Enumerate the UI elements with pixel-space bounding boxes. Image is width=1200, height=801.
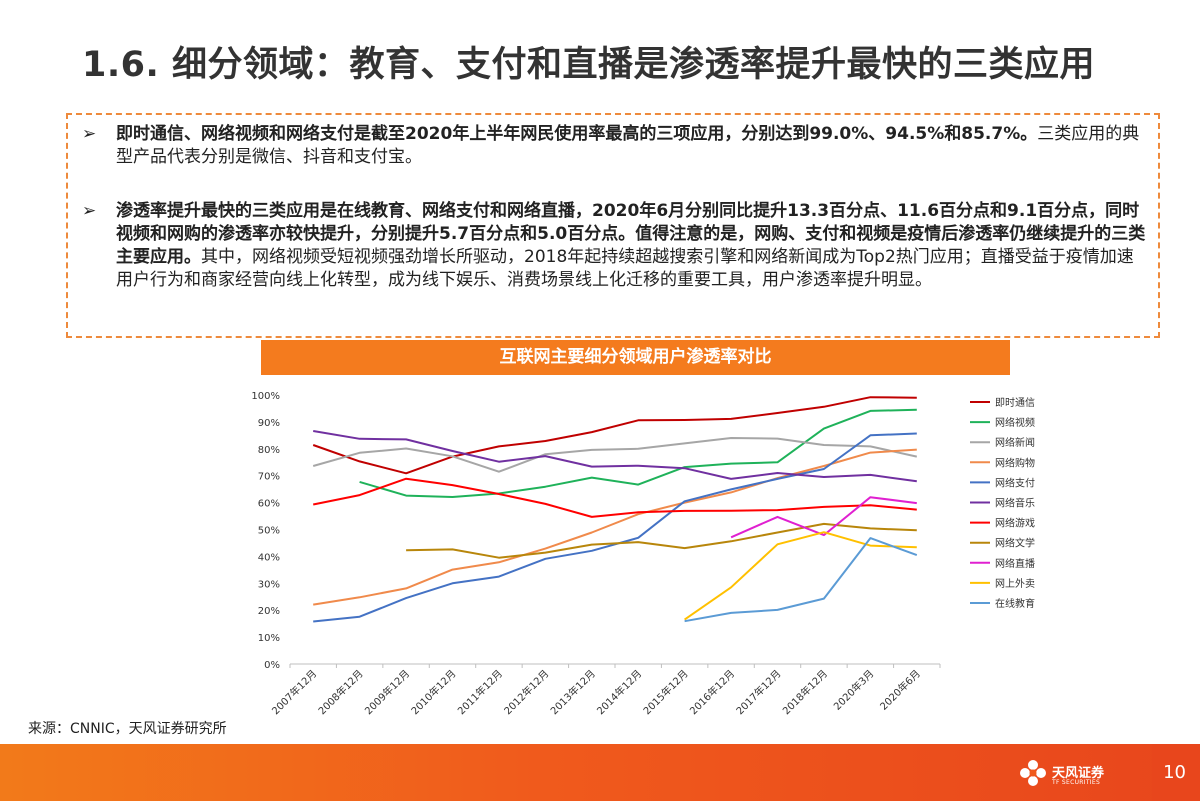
legend-label: 网络购物 [995,456,1035,469]
bullet-arrow-icon: ➢ [82,201,97,221]
y-tick-label: 30% [258,579,280,590]
series-line [406,522,917,559]
legend-label: 网络支付 [995,476,1035,489]
legend-label: 网络文学 [995,537,1035,550]
page-number-box [1152,744,1200,801]
x-tick-label: 2010年12月 [408,667,458,717]
y-tick-label: 70% [258,472,280,483]
legend-label: 网络直播 [995,557,1035,570]
x-tick-label: 2008年12月 [315,667,365,717]
series-line [313,430,917,483]
x-tick-label: 2013年12月 [548,667,598,717]
series-line [730,496,917,539]
bullet-2-plain: 其中，网络视频受短视频强劲增长所驱动，2018年起持续超越搜索引擎和网络新闻成为… [116,247,1134,290]
penetration-line-chart: 0% 10% 20% 30% 40% 50% 60% 70% 80% 90% 100% 2007年12… [251,391,1035,717]
x-tick-label: 2020年6月 [877,667,923,713]
legend-label: 网络新闻 [995,436,1035,449]
bullet-1-plain: 三类应用的典型产品代表分别是微信、抖音和支付宝。 [116,124,1140,167]
y-tick-label: 90% [258,418,280,429]
logo-name: 天风证券 [1052,766,1105,781]
legend-label: 网络音乐 [995,497,1035,510]
y-tick-label: 60% [258,499,280,510]
x-tick-label: 2009年12月 [362,667,412,717]
y-tick-label: 100% [251,391,280,402]
series-line [313,432,917,623]
x-tick-label: 2011年12月 [455,667,505,717]
bullet-2-text: 渗透率提升最快的三类应用是在线教育、网络支付和网络直播，2020年6月分别同比提… [116,200,1146,292]
footer-bar [0,744,1200,801]
x-tick-label: 2018年12月 [780,667,830,717]
series-line [359,408,917,498]
legend-label: 即时通信 [995,397,1035,409]
y-tick-label: 50% [258,526,280,537]
bullet-1-bold: 即时通信、网络视频和网络支付是截至2020年上半年网民使用率最高的三项应用，分别… [116,124,1038,144]
y-tick-label: 10% [258,633,280,644]
chart-banner: 互联网主要细分领域用户渗透率对比 [261,340,1010,375]
bullet-arrow-icon: ➢ [82,124,97,144]
y-tick-label: 80% [258,445,280,456]
company-logo: 天风证券 TF SECURITIES [1018,756,1118,792]
flower-logo-icon [1020,760,1046,786]
x-tick-label: 2012年12月 [501,667,551,717]
series-line [312,396,917,475]
slide-title: 1.6. 细分领域：教育、支付和直播是渗透率提升最快的三类应用 [82,45,1095,85]
series-line [312,437,918,473]
series-line [684,531,917,621]
series-line [684,537,918,623]
x-tick-label: 2015年12月 [640,667,690,717]
y-tick-label: 20% [258,606,280,617]
legend-label: 网上外卖 [995,578,1035,590]
y-tick-label: 40% [258,552,280,563]
x-tick-label: 2014年12月 [594,667,644,717]
page-number: 10 [1163,762,1186,783]
bullet-1-text: 即时通信、网络视频和网络支付是截至2020年上半年网民使用率最高的三项应用，分别… [116,123,1146,169]
legend-label: 在线教育 [995,597,1035,610]
x-tick-label: 2007年12月 [269,667,319,717]
bullet-2-bold: 渗透率提升最快的三类应用是在线教育、网络支付和网络直播，2020年6月分别同比提… [116,201,1146,267]
x-tick-label: 2017年12月 [733,667,783,717]
x-tick-label: 2016年12月 [687,667,737,717]
summary-box: ➢ 即时通信、网络视频和网络支付是截至2020年上半年网民使用率最高的三项应用，… [66,113,1160,338]
legend-label: 网络游戏 [995,517,1035,530]
x-tick-label: 2020年3月 [831,667,877,713]
logo-subtitle: TF SECURITIES [1052,779,1101,786]
source-note: 来源：CNNIC，天风证券研究所 [28,721,227,737]
series-line [313,477,917,518]
legend-label: 网络视频 [995,416,1035,429]
y-tick-label: 0% [264,660,280,671]
series-line [313,448,917,606]
